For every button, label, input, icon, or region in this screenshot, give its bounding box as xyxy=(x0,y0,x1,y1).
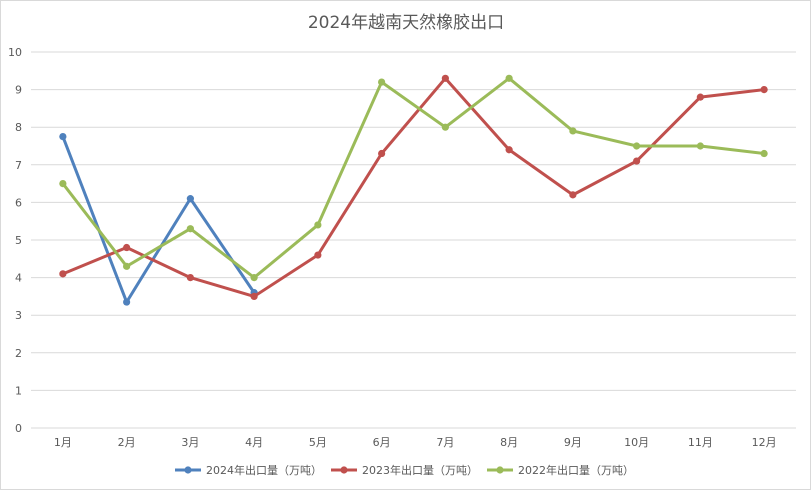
data-point xyxy=(696,93,704,101)
y-tick-label: 1 xyxy=(15,384,22,397)
y-tick-label: 10 xyxy=(8,46,22,59)
x-tick-label: 1月 xyxy=(54,436,72,449)
series-line xyxy=(61,135,256,304)
data-point xyxy=(186,195,194,203)
data-point xyxy=(250,292,258,300)
legend-label: 2024年出口量（万吨） xyxy=(206,463,322,477)
y-tick-label: 6 xyxy=(15,196,22,209)
legend-item: 2023年出口量（万吨） xyxy=(331,463,478,477)
legend-swatch-marker xyxy=(496,466,504,474)
y-tick-label: 3 xyxy=(15,309,22,322)
legend-swatch-marker xyxy=(184,466,192,474)
x-axis-ticks: 1月 2月 3月 4月 5月 6月 7月 8月 9月 10月 11月 12月 xyxy=(31,427,796,449)
x-tick-label: 9月 xyxy=(564,436,582,449)
data-point xyxy=(123,298,131,306)
x-tick-label: 7月 xyxy=(436,436,454,449)
x-tick-label: 8月 xyxy=(500,436,518,449)
data-point xyxy=(760,86,768,94)
data-point xyxy=(123,243,131,252)
x-tick-label: 3月 xyxy=(181,436,199,449)
data-point xyxy=(633,157,641,165)
data-point xyxy=(314,221,322,229)
series-0 xyxy=(59,133,258,306)
data-point xyxy=(378,78,386,86)
series-1 xyxy=(59,74,768,300)
x-tick-label: 4月 xyxy=(245,436,263,449)
legend-swatch-marker xyxy=(340,466,348,474)
data-point xyxy=(123,262,131,270)
x-tick-label: 5月 xyxy=(309,436,327,449)
x-tick-label: 2月 xyxy=(118,436,136,449)
data-point xyxy=(441,123,449,131)
y-axis-ticks: 0 1 2 3 4 5 6 7 8 9 10 xyxy=(8,46,22,435)
data-point xyxy=(569,191,577,199)
data-point xyxy=(314,251,322,259)
data-point xyxy=(569,127,577,135)
y-tick-label: 7 xyxy=(15,159,22,172)
legend: 2024年出口量（万吨） 2023年出口量（万吨） 2022年出口量（万吨） xyxy=(175,463,634,477)
series-lines xyxy=(59,74,768,306)
data-point xyxy=(186,274,194,282)
data-point xyxy=(59,180,67,188)
y-tick-label: 2 xyxy=(15,347,22,360)
data-point xyxy=(696,142,704,150)
gridlines xyxy=(31,51,796,429)
series-line xyxy=(61,76,766,280)
legend-label: 2023年出口量（万吨） xyxy=(362,463,478,477)
data-point xyxy=(760,149,768,158)
data-point xyxy=(378,149,386,158)
series-2 xyxy=(59,74,768,282)
x-tick-label: 6月 xyxy=(373,436,391,449)
legend-item: 2024年出口量（万吨） xyxy=(175,463,322,477)
y-tick-label: 9 xyxy=(15,84,22,97)
data-point xyxy=(633,142,641,150)
x-tick-label: 11月 xyxy=(688,436,713,449)
y-tick-label: 5 xyxy=(15,234,22,247)
series-line xyxy=(61,76,766,298)
y-tick-label: 4 xyxy=(15,272,22,285)
x-tick-label: 12月 xyxy=(752,436,777,449)
data-point xyxy=(59,270,67,278)
chart-title: 2024年越南天然橡胶出口 xyxy=(308,13,504,33)
legend-label: 2022年出口量（万吨） xyxy=(518,463,634,477)
y-tick-label: 8 xyxy=(15,121,22,134)
x-tick-label: 10月 xyxy=(624,436,649,449)
legend-item: 2022年出口量（万吨） xyxy=(487,463,634,477)
data-point xyxy=(186,225,194,233)
data-point xyxy=(59,133,67,141)
y-tick-label: 0 xyxy=(15,422,22,435)
data-point xyxy=(250,274,258,282)
data-point xyxy=(505,74,513,82)
data-point xyxy=(505,146,513,154)
data-point xyxy=(441,74,449,82)
